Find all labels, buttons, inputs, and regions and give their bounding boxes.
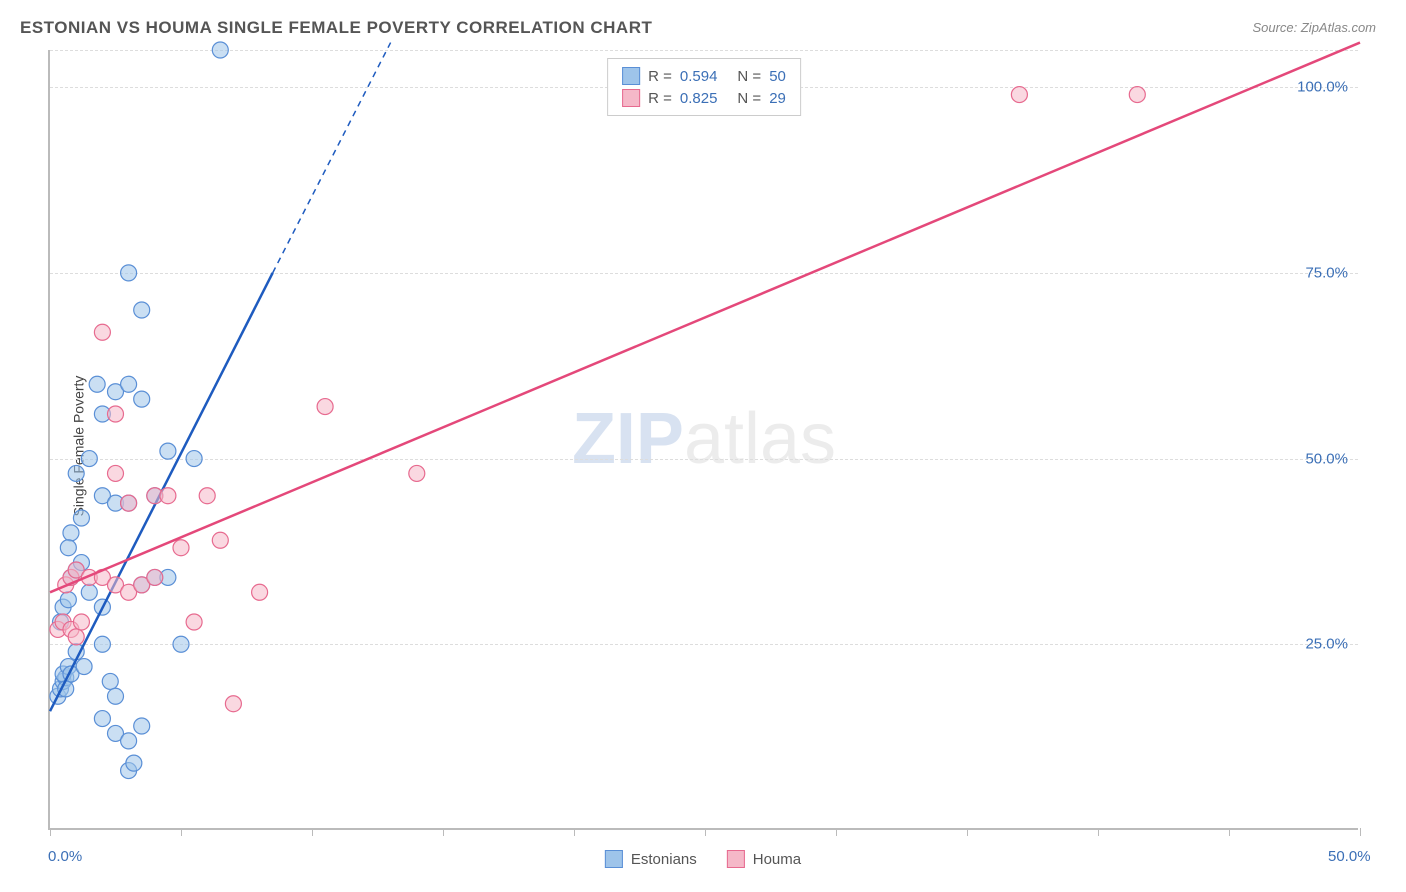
data-point: [89, 376, 105, 392]
data-point: [81, 451, 97, 467]
data-point: [173, 636, 189, 652]
plot-area: ZIPatlas 25.0%50.0%75.0%100.0% R = 0.594…: [48, 50, 1358, 830]
data-point: [1011, 87, 1027, 103]
data-point: [121, 376, 137, 392]
data-point: [73, 510, 89, 526]
data-point: [108, 406, 124, 422]
x-tick: [836, 828, 837, 836]
data-point: [81, 584, 97, 600]
swatch-houma: [622, 89, 640, 107]
data-point: [76, 659, 92, 675]
data-point: [94, 711, 110, 727]
x-tick: [1098, 828, 1099, 836]
x-tick-label: 0.0%: [48, 848, 82, 865]
data-point: [134, 302, 150, 318]
legend-item: Houma: [727, 850, 801, 868]
data-point: [186, 451, 202, 467]
data-point: [121, 265, 137, 281]
x-tick: [1229, 828, 1230, 836]
data-point: [94, 636, 110, 652]
data-point: [160, 488, 176, 504]
data-point: [102, 673, 118, 689]
legend-item: Estonians: [605, 850, 697, 868]
x-tick: [312, 828, 313, 836]
data-point: [60, 540, 76, 556]
data-point: [199, 488, 215, 504]
data-point: [134, 718, 150, 734]
data-point: [126, 755, 142, 771]
data-point: [94, 324, 110, 340]
r-label: R =: [648, 90, 672, 107]
data-point: [63, 525, 79, 541]
r-value-estonians: 0.594: [680, 68, 718, 85]
x-tick: [443, 828, 444, 836]
data-point: [225, 696, 241, 712]
legend-swatch: [605, 850, 623, 868]
data-point: [317, 399, 333, 415]
data-point: [212, 532, 228, 548]
chart-container: ESTONIAN VS HOUMA SINGLE FEMALE POVERTY …: [0, 0, 1406, 892]
scatter-svg: [50, 50, 1358, 828]
data-point: [212, 42, 228, 58]
data-point: [73, 614, 89, 630]
x-tick: [50, 828, 51, 836]
data-point: [60, 592, 76, 608]
swatch-estonians: [622, 67, 640, 85]
trend-line-dashed: [273, 43, 391, 273]
data-point: [409, 465, 425, 481]
legend-row-estonians: R = 0.594 N = 50: [622, 65, 786, 87]
data-point: [160, 443, 176, 459]
n-value-estonians: 50: [769, 68, 786, 85]
correlation-legend: R = 0.594 N = 50 R = 0.825 N = 29: [607, 58, 801, 116]
data-point: [68, 465, 84, 481]
data-point: [252, 584, 268, 600]
x-tick: [967, 828, 968, 836]
x-tick: [705, 828, 706, 836]
legend-label: Houma: [753, 851, 801, 868]
data-point: [147, 569, 163, 585]
n-label: N =: [737, 68, 761, 85]
data-point: [186, 614, 202, 630]
data-point: [108, 465, 124, 481]
data-point: [173, 540, 189, 556]
data-point: [134, 391, 150, 407]
r-value-houma: 0.825: [680, 90, 718, 107]
legend-row-houma: R = 0.825 N = 29: [622, 87, 786, 109]
x-tick: [181, 828, 182, 836]
data-point: [68, 629, 84, 645]
series-legend: Estonians Houma: [605, 844, 801, 874]
x-tick: [1360, 828, 1361, 836]
x-tick: [574, 828, 575, 836]
x-tick-label: 50.0%: [1328, 848, 1371, 865]
source-label: Source: ZipAtlas.com: [1252, 20, 1376, 35]
data-point: [121, 495, 137, 511]
n-label: N =: [737, 90, 761, 107]
data-point: [121, 733, 137, 749]
chart-title: ESTONIAN VS HOUMA SINGLE FEMALE POVERTY …: [20, 18, 652, 38]
trend-line: [50, 43, 1360, 593]
legend-label: Estonians: [631, 851, 697, 868]
n-value-houma: 29: [769, 90, 786, 107]
legend-swatch: [727, 850, 745, 868]
r-label: R =: [648, 68, 672, 85]
data-point: [108, 688, 124, 704]
data-point: [1129, 87, 1145, 103]
